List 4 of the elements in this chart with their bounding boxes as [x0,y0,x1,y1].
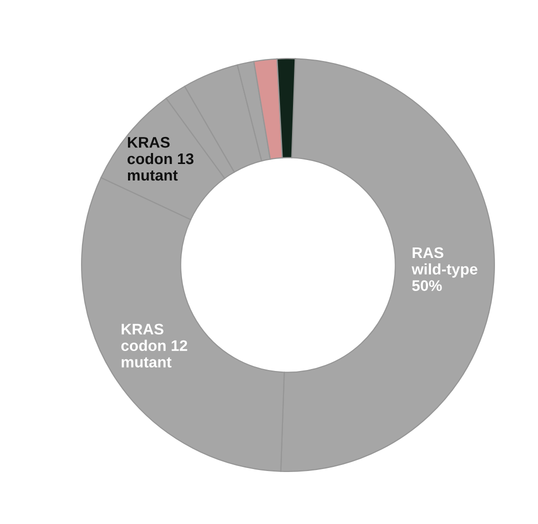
slice-label: KRAS codon 13 mutant [128,136,194,181]
slice-label: RAS wild-type [412,247,478,278]
data-label: 50% [412,280,442,292]
slice-label: KRAS codon 12 mutant [121,324,188,368]
